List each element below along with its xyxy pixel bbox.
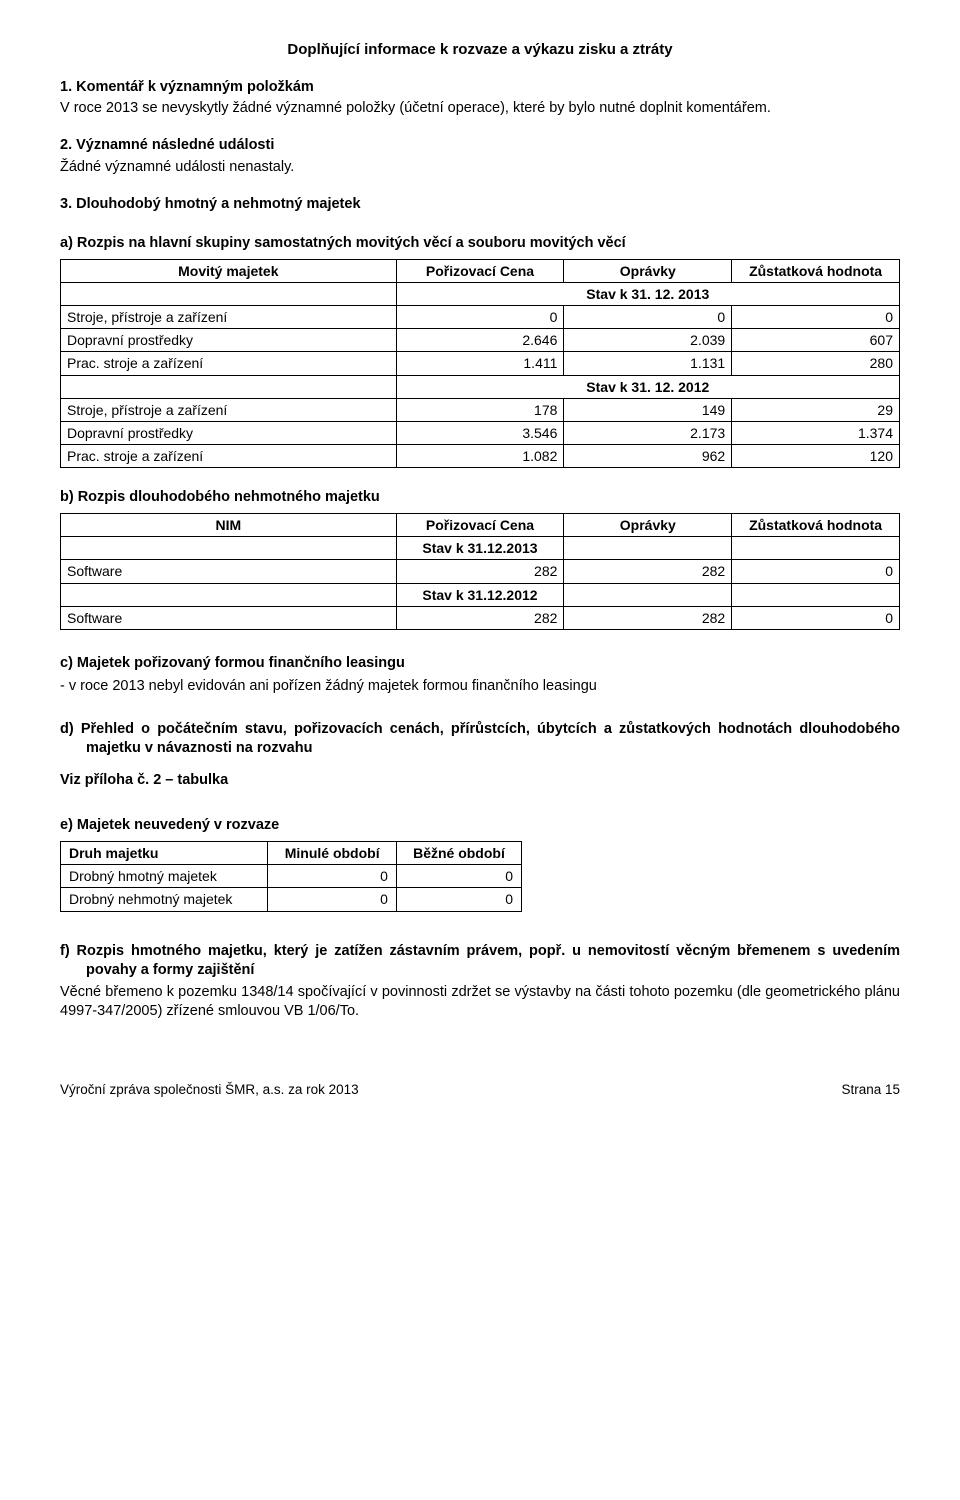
t1-r2c4: 607 <box>732 329 900 352</box>
t1-r1c2: 0 <box>396 305 564 328</box>
t3-h3: Běžné období <box>396 842 521 865</box>
t1-r5c2: 3.546 <box>396 421 564 444</box>
t1-r2c2: 2.646 <box>396 329 564 352</box>
table-druh-majetku: Druh majetku Minulé období Běžné období … <box>60 841 522 912</box>
t2-h1: NIM <box>61 514 397 537</box>
section-2-head: 2. Významné následné události <box>60 136 900 155</box>
subsection-f-head: f) Rozpis hmotného majetku, který je zat… <box>60 942 900 980</box>
footer-right: Strana 15 <box>841 1081 900 1099</box>
t3-r1c2: 0 <box>268 865 397 888</box>
subsection-c-body: - v roce 2013 nebyl evidován ani pořízen… <box>60 677 900 696</box>
t1-r1c1: Stroje, přístroje a zařízení <box>61 305 397 328</box>
t1-r3c3: 1.131 <box>564 352 732 375</box>
t2-sub2: Stav k 31.12.2012 <box>396 583 564 606</box>
t2-h2: Pořizovací Cena <box>396 514 564 537</box>
subsection-b-head: b) Rozpis dlouhodobého nehmotného majetk… <box>60 488 900 507</box>
table-movity-majetek: Movitý majetek Pořizovací Cena Oprávky Z… <box>60 259 900 469</box>
footer-left: Výroční zpráva společnosti ŠMR, a.s. za … <box>60 1081 359 1099</box>
page-footer: Výroční zpráva společnosti ŠMR, a.s. za … <box>60 1081 900 1099</box>
section-2-body: Žádné významné události nenastaly. <box>60 158 900 177</box>
t1-r2c3: 2.039 <box>564 329 732 352</box>
subsection-d-head: d) Přehled o počátečním stavu, pořizovac… <box>60 720 900 758</box>
t2-r2c2: 282 <box>396 606 564 629</box>
t1-r4c2: 178 <box>396 398 564 421</box>
t2-r2c1: Software <box>61 606 397 629</box>
t1-r4c4: 29 <box>732 398 900 421</box>
t1-r1c4: 0 <box>732 305 900 328</box>
t2-r1c3: 282 <box>564 560 732 583</box>
t1-r3c1: Prac. stroje a zařízení <box>61 352 397 375</box>
t3-r2c1: Drobný nehmotný majetek <box>61 888 268 911</box>
table-nim: NIM Pořizovací Cena Oprávky Zůstatková h… <box>60 513 900 630</box>
subsection-f-body: Věcné břemeno k pozemku 1348/14 spočívaj… <box>60 983 900 1021</box>
t1-h1: Movitý majetek <box>61 259 397 282</box>
t1-r5c3: 2.173 <box>564 421 732 444</box>
t1-r6c1: Prac. stroje a zařízení <box>61 445 397 468</box>
t1-r5c1: Dopravní prostředky <box>61 421 397 444</box>
t3-r1c3: 0 <box>396 865 521 888</box>
t2-sub1: Stav k 31.12.2013 <box>396 537 564 560</box>
t2-h3: Oprávky <box>564 514 732 537</box>
t2-r1c1: Software <box>61 560 397 583</box>
t2-r2c3: 282 <box>564 606 732 629</box>
t1-h4: Zůstatková hodnota <box>732 259 900 282</box>
t1-r4c3: 149 <box>564 398 732 421</box>
t3-h1: Druh majetku <box>61 842 268 865</box>
t1-r3c2: 1.411 <box>396 352 564 375</box>
t3-r1c1: Drobný hmotný majetek <box>61 865 268 888</box>
viz-priloha: Viz příloha č. 2 – tabulka <box>60 771 900 790</box>
t1-r1c3: 0 <box>564 305 732 328</box>
t2-r1c2: 282 <box>396 560 564 583</box>
t1-h3: Oprávky <box>564 259 732 282</box>
section-1-head: 1. Komentář k významným položkám <box>60 78 900 97</box>
t2-r1c4: 0 <box>732 560 900 583</box>
t3-r2c3: 0 <box>396 888 521 911</box>
t1-r3c4: 280 <box>732 352 900 375</box>
section-1-body: V roce 2013 se nevyskytly žádné významné… <box>60 99 900 118</box>
t1-sub2: Stav k 31. 12. 2012 <box>396 375 899 398</box>
t2-r2c4: 0 <box>732 606 900 629</box>
t1-r5c4: 1.374 <box>732 421 900 444</box>
t1-r6c2: 1.082 <box>396 445 564 468</box>
t1-r2c1: Dopravní prostředky <box>61 329 397 352</box>
t3-r2c2: 0 <box>268 888 397 911</box>
t2-h4: Zůstatková hodnota <box>732 514 900 537</box>
t1-r6c4: 120 <box>732 445 900 468</box>
document-title: Doplňující informace k rozvaze a výkazu … <box>60 40 900 60</box>
t1-r6c3: 962 <box>564 445 732 468</box>
t1-h2: Pořizovací Cena <box>396 259 564 282</box>
t3-h2: Minulé období <box>268 842 397 865</box>
section-3-head: 3. Dlouhodobý hmotný a nehmotný majetek <box>60 195 900 214</box>
subsection-c-head: c) Majetek pořizovaný formou finančního … <box>60 654 900 673</box>
t1-r4c1: Stroje, přístroje a zařízení <box>61 398 397 421</box>
subsection-a-head: a) Rozpis na hlavní skupiny samostatných… <box>60 234 900 253</box>
subsection-e-head: e) Majetek neuvedený v rozvaze <box>60 816 900 835</box>
t1-sub1: Stav k 31. 12. 2013 <box>396 282 899 305</box>
